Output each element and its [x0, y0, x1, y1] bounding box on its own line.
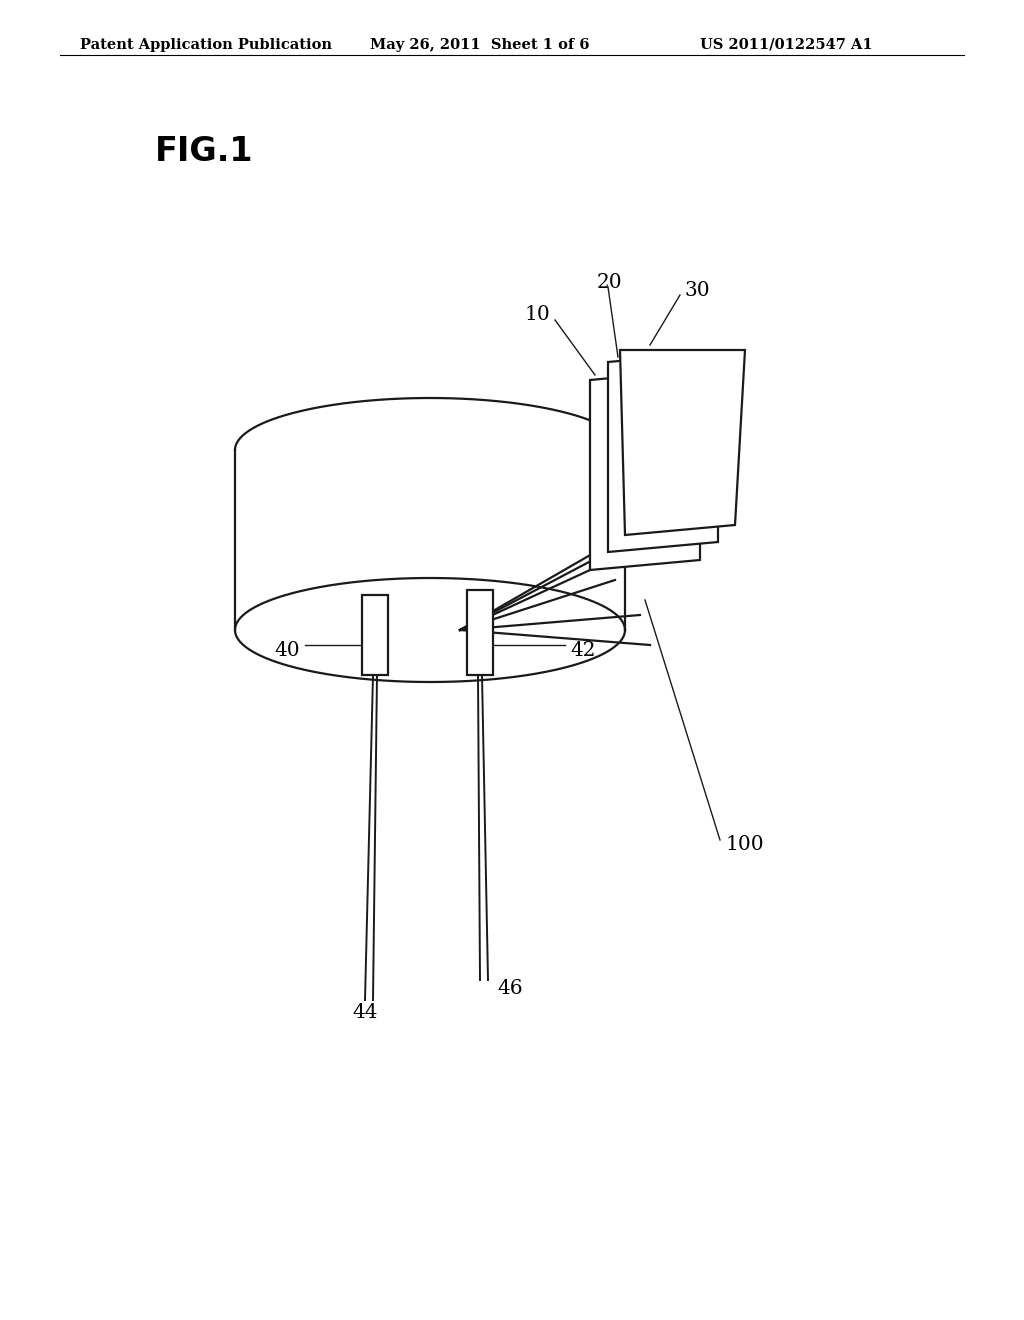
Text: 40: 40 — [274, 640, 300, 660]
Polygon shape — [467, 590, 493, 675]
Text: 42: 42 — [570, 640, 596, 660]
Text: FIG.1: FIG.1 — [155, 135, 254, 168]
Polygon shape — [590, 370, 700, 570]
Text: May 26, 2011  Sheet 1 of 6: May 26, 2011 Sheet 1 of 6 — [370, 38, 590, 51]
Polygon shape — [620, 350, 745, 535]
Text: 30: 30 — [685, 281, 711, 300]
Polygon shape — [608, 352, 718, 552]
Text: 44: 44 — [352, 1003, 378, 1022]
Text: US 2011/0122547 A1: US 2011/0122547 A1 — [700, 38, 872, 51]
Polygon shape — [362, 595, 388, 675]
Text: Patent Application Publication: Patent Application Publication — [80, 38, 332, 51]
Text: 10: 10 — [524, 305, 550, 325]
Text: 46: 46 — [498, 979, 523, 998]
Text: 100: 100 — [725, 836, 764, 854]
Text: 20: 20 — [597, 272, 623, 292]
